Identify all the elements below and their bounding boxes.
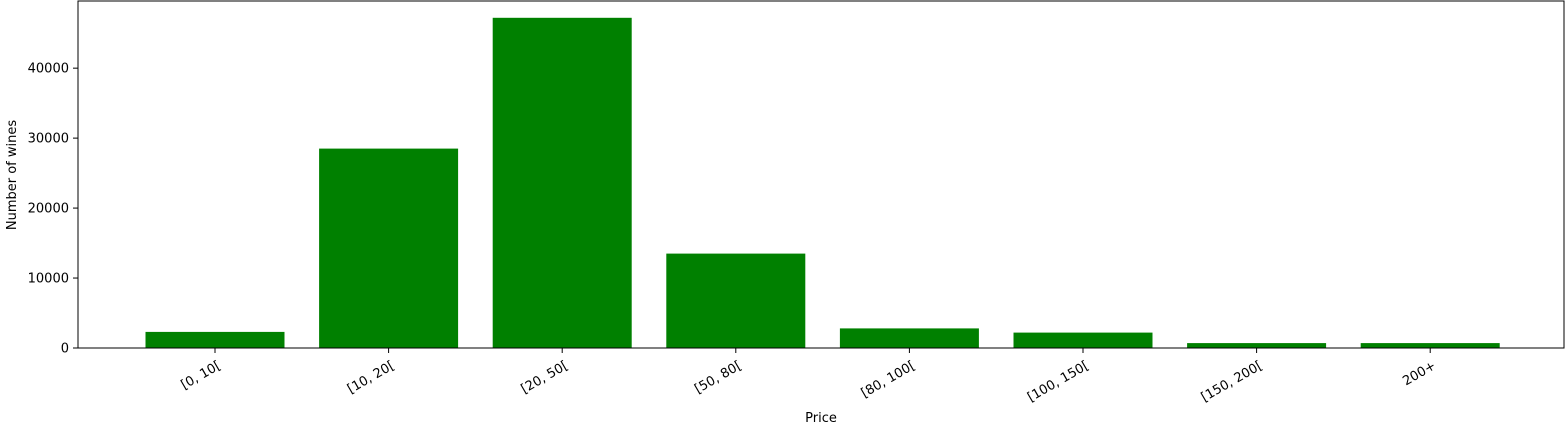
x-tick-label-2: [20, 50[ xyxy=(519,358,571,397)
bar-5 xyxy=(1013,332,1153,348)
y-tick-label-4: 40000 xyxy=(28,62,69,77)
plot-frame xyxy=(77,0,1565,349)
x-axis-label: Price xyxy=(805,411,837,424)
y-tick-label-2: 20000 xyxy=(28,202,69,217)
bar-3 xyxy=(666,253,806,348)
y-axis: 0 10000 20000 30000 40000 xyxy=(28,62,78,357)
x-tick-label-0: [0, 10[ xyxy=(179,358,224,393)
y-tick-label-1: 10000 xyxy=(28,272,69,287)
x-tick-label-5: [100, 150[ xyxy=(1025,358,1091,405)
x-tick-label-6: [150, 200[ xyxy=(1199,358,1265,405)
x-tick-label-7: 200+ xyxy=(1400,358,1438,389)
bar-0 xyxy=(145,331,285,348)
x-tick-label-1: [10, 20[ xyxy=(345,358,397,397)
y-tick-label-0: 0 xyxy=(61,342,69,357)
y-axis-label: Number of wines xyxy=(5,120,20,230)
bar-2 xyxy=(492,17,632,349)
bars-group xyxy=(145,17,1500,349)
bar-7 xyxy=(1360,343,1500,348)
bar-1 xyxy=(319,148,459,348)
x-tick-label-3: [50, 80[ xyxy=(692,358,744,397)
x-axis: [0, 10[ [10, 20[ [20, 50[ [50, 80[ [80, 100[… xyxy=(179,348,1439,405)
y-tick-label-3: 30000 xyxy=(28,132,69,147)
x-tick-label-4: [80, 100[ xyxy=(859,358,918,401)
bar-4 xyxy=(839,328,979,348)
bar-6 xyxy=(1187,343,1327,348)
